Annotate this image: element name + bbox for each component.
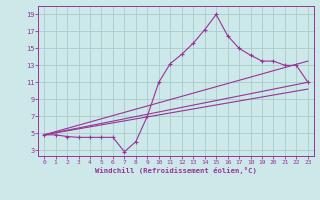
X-axis label: Windchill (Refroidissement éolien,°C): Windchill (Refroidissement éolien,°C) [95,167,257,174]
